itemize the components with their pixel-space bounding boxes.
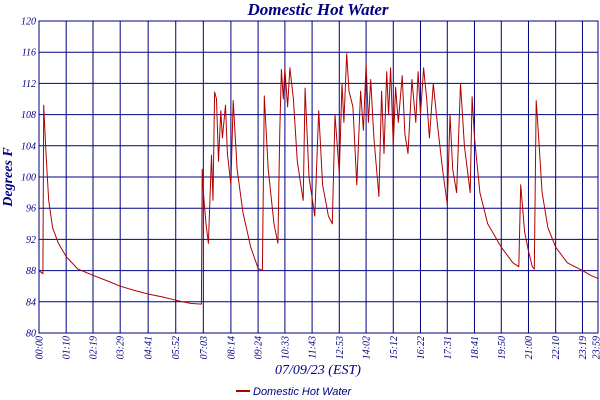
y-tick-label: 96 <box>26 204 36 215</box>
plot-border <box>38 20 599 334</box>
x-tick-label: 09:24 <box>254 336 265 359</box>
y-tick-label: 116 <box>22 48 36 59</box>
x-tick-label: 17:31 <box>443 336 454 359</box>
y-tick-label: 100 <box>21 173 36 184</box>
legend: Domestic Hot Water <box>236 386 353 398</box>
x-tick-label: 19:50 <box>497 336 508 359</box>
series-layer <box>38 53 599 305</box>
chart-title: Domestic Hot Water <box>246 0 388 19</box>
x-tick-label: 07:03 <box>199 336 210 359</box>
x-tick-labels: 00:00 01:10 02:19 03:29 04:41 05:52 07:03 08:14… <box>35 336 600 359</box>
x-tick-label: 05:52 <box>171 336 182 359</box>
y-tick-label: 120 <box>21 17 36 28</box>
grid-lines <box>39 20 598 334</box>
y-tick-label: 84 <box>26 297 36 308</box>
x-tick-label: 11:43 <box>308 336 319 359</box>
x-tick-label: 04:41 <box>144 336 155 359</box>
y-tick-label: 80 <box>26 329 36 340</box>
x-tick-label: 12:53 <box>335 336 346 359</box>
x-tick-label: 16:22 <box>416 336 427 359</box>
x-tick-label: 00:00 <box>35 336 46 359</box>
x-tick-label: 03:29 <box>116 336 127 359</box>
x-tick-label: 23:19 <box>578 336 589 359</box>
y-axis-label: Degrees F <box>1 147 16 208</box>
x-tick-label: 21:00 <box>524 336 535 359</box>
x-tick-label: 01:10 <box>62 336 73 359</box>
series-line-domestic-hot-water <box>38 53 599 305</box>
y-tick-label: 92 <box>26 235 36 246</box>
y-tick-labels: 80 84 88 92 96 100 104 108 112 116 120 <box>21 17 36 340</box>
legend-label: Domestic Hot Water <box>253 386 353 398</box>
x-tick-label: 02:19 <box>88 336 99 359</box>
x-tick-label: 10:33 <box>280 336 291 359</box>
y-tick-label: 104 <box>21 141 36 152</box>
x-tick-label: 14:02 <box>362 336 373 359</box>
y-tick-label: 108 <box>21 110 36 121</box>
x-tick-label: 15:12 <box>389 336 400 359</box>
x-tick-label: 08:14 <box>226 336 237 359</box>
x-axis-label: 07/09/23 (EST) <box>275 363 361 378</box>
y-tick-label: 88 <box>26 266 36 277</box>
x-tick-label: 22:10 <box>551 336 562 359</box>
x-tick-label: 18:41 <box>470 336 481 359</box>
y-tick-label: 112 <box>22 79 36 90</box>
x-tick-label: 23:59 <box>592 336 600 359</box>
